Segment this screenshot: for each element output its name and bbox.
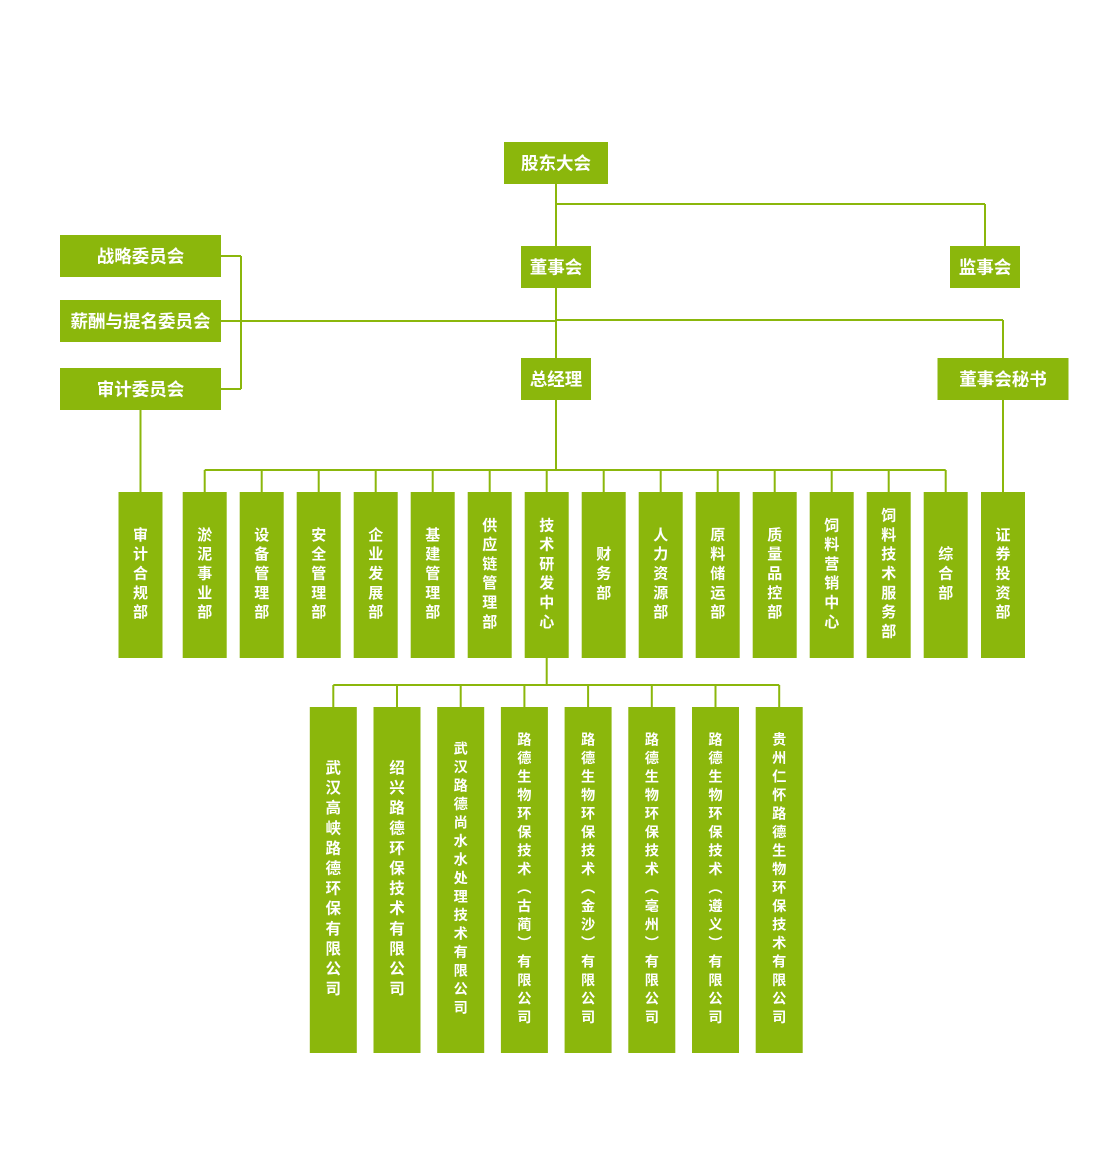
svg-text:武汉路德尚水水处理技术有限公司: 武汉路德尚水水处理技术有限公司 — [451, 741, 471, 1019]
svg-text:审计合规部: 审计合规部 — [130, 526, 151, 623]
svg-text:监事会: 监事会 — [959, 255, 1012, 280]
svg-text:路德生物环保技术（金沙）有限公司: 路德生物环保技术（金沙）有限公司 — [578, 732, 598, 1028]
svg-text:原料储运部: 原料储运部 — [707, 527, 728, 624]
svg-text:路德生物环保技术（遵义）有限公司: 路德生物环保技术（遵义）有限公司 — [706, 732, 726, 1028]
svg-text:设备管理部: 设备管理部 — [251, 527, 272, 624]
svg-text:董事会: 董事会 — [530, 255, 583, 280]
svg-text:企业发展部: 企业发展部 — [365, 526, 386, 623]
svg-text:武汉高峡路德环保有限公司: 武汉高峡路德环保有限公司 — [322, 759, 344, 1001]
svg-text:饲料营销中心: 饲料营销中心 — [821, 517, 842, 633]
svg-text:总经理: 总经理 — [530, 367, 583, 392]
svg-text:薪酬与提名委员会: 薪酬与提名委员会 — [71, 309, 211, 334]
svg-text:战略委员会: 战略委员会 — [97, 244, 185, 269]
svg-text:饲料技术服务部: 饲料技术服务部 — [878, 507, 899, 642]
svg-text:路德生物环保技术（古蔺）有限公司: 路德生物环保技术（古蔺）有限公司 — [514, 732, 534, 1028]
svg-text:供应链管理部: 供应链管理部 — [479, 517, 500, 633]
svg-text:董事会秘书: 董事会秘书 — [959, 367, 1047, 392]
svg-text:审计委员会: 审计委员会 — [97, 377, 185, 402]
svg-text:贵州仁怀路德生物环保技术有限公司: 贵州仁怀路德生物环保技术有限公司 — [769, 731, 789, 1028]
svg-text:淤泥事业部: 淤泥事业部 — [194, 526, 215, 623]
svg-text:人力资源部: 人力资源部 — [650, 527, 671, 624]
svg-text:综合部: 综合部 — [935, 545, 956, 604]
svg-text:技术研发中心: 技术研发中心 — [536, 516, 557, 633]
svg-text:股东大会: 股东大会 — [521, 151, 591, 176]
svg-text:路德生物环保技术（亳州）有限公司: 路德生物环保技术（亳州）有限公司 — [642, 732, 662, 1028]
svg-text:绍兴路德环保技术有限公司: 绍兴路德环保技术有限公司 — [386, 759, 408, 1001]
svg-text:质量品控部: 质量品控部 — [764, 526, 785, 623]
svg-text:安全管理部: 安全管理部 — [308, 527, 329, 624]
svg-text:财务部: 财务部 — [593, 545, 614, 604]
svg-text:基建管理部: 基建管理部 — [422, 526, 443, 623]
svg-text:证券投资部: 证券投资部 — [993, 527, 1014, 624]
